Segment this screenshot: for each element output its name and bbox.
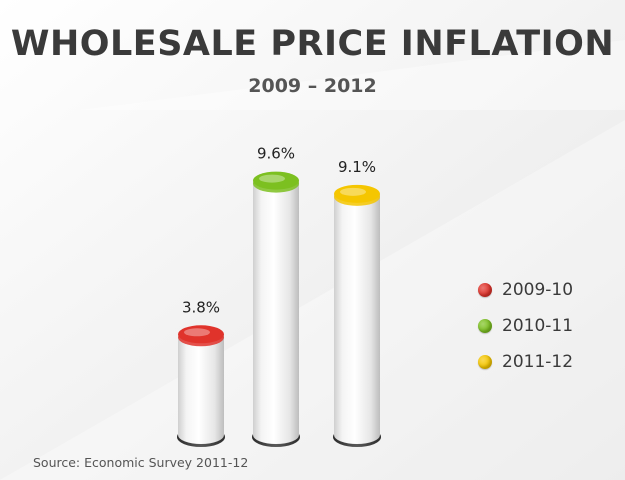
bar-cap-highlight (184, 328, 210, 337)
legend-swatch-green (478, 319, 492, 333)
bar-body (253, 180, 299, 435)
bar-cap-highlight (259, 174, 285, 183)
chart-title: WHOLESALE PRICE INFLATION (10, 24, 615, 64)
legend-swatch-red (478, 283, 492, 297)
legend-label: 2011-12 (502, 352, 574, 372)
legend-item: 2009-10 (478, 272, 573, 308)
legend-item: 2010-11 (478, 308, 573, 344)
bars-group: 3.8% 9.6% 9.1% (177, 145, 381, 447)
bar-cap-highlight (340, 187, 366, 196)
bar-bottom (334, 426, 380, 444)
data-label: 9.1% (338, 158, 376, 176)
legend: 2009-10 2010-11 2011-12 (478, 272, 573, 380)
data-label: 3.8% (182, 298, 220, 316)
bar-cap (253, 171, 299, 190)
data-label: 9.6% (257, 145, 295, 163)
source-note: Source: Economic Survey 2011-12 (33, 455, 249, 470)
bar-2010-11: 9.6% (252, 145, 300, 447)
legend-label: 2010-11 (502, 316, 574, 336)
bar-cap (178, 325, 224, 344)
legend-label: 2009-10 (502, 280, 574, 300)
bar-2011-12: 9.1% (333, 158, 381, 447)
bar-2009-10: 3.8% (177, 298, 225, 447)
bar-cap (334, 184, 380, 203)
bar-body (334, 193, 380, 435)
legend-item: 2011-12 (478, 344, 573, 380)
bar-body (178, 334, 224, 435)
bar-bottom (253, 426, 299, 444)
legend-swatch-yellow (478, 355, 492, 369)
bar-bottom (178, 426, 224, 444)
chart-subtitle: 2009 – 2012 (248, 75, 377, 97)
